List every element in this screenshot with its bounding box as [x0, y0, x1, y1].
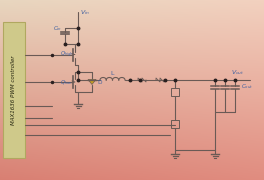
FancyBboxPatch shape [3, 22, 25, 158]
Text: D: D [97, 80, 101, 84]
Bar [171, 120, 179, 128]
Bar [171, 88, 179, 96]
Text: $V_{in}$: $V_{in}$ [80, 8, 90, 17]
Text: $Q_{low}$: $Q_{low}$ [60, 78, 73, 87]
Text: $Q_{high}$: $Q_{high}$ [60, 50, 74, 60]
Text: $C_{out}$: $C_{out}$ [241, 83, 253, 91]
Polygon shape [88, 80, 96, 84]
Text: $V_{out}$: $V_{out}$ [231, 68, 245, 77]
Text: $C_{in}$: $C_{in}$ [53, 24, 62, 33]
Text: L: L [111, 71, 114, 76]
Text: MAX1636 PWM controller: MAX1636 PWM controller [12, 55, 17, 125]
